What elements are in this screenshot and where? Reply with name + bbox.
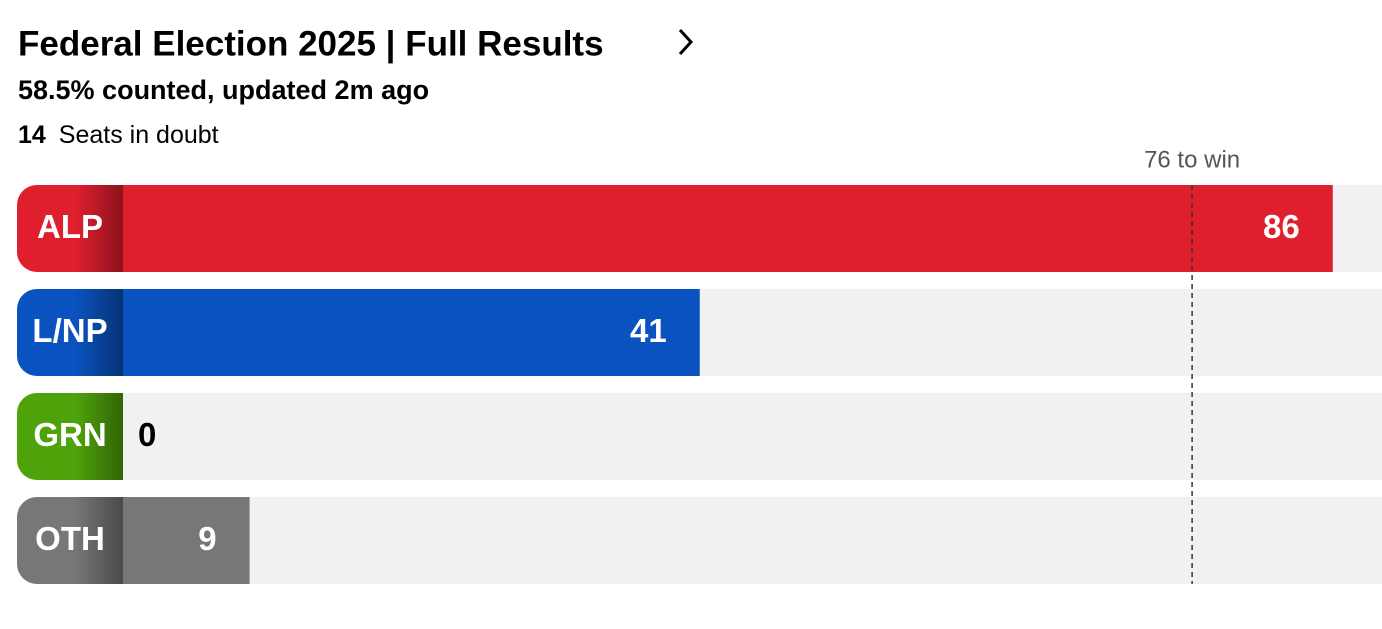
party-badge xyxy=(17,393,123,480)
value-label: 0 xyxy=(138,416,156,453)
party-label: L/NP xyxy=(32,312,107,349)
party-badge xyxy=(17,185,123,272)
chart-title[interactable]: Federal Election 2025 | Full Results xyxy=(18,24,604,63)
chevron-icon[interactable] xyxy=(678,28,694,56)
party-label: GRN xyxy=(33,416,106,453)
seats-in-doubt-label: Seats in doubt xyxy=(59,121,219,149)
party-badge xyxy=(17,289,123,376)
chart-subtitle: 58.5% counted, updated 2m ago xyxy=(18,75,429,105)
threshold-label: 76 to win xyxy=(1144,146,1240,173)
seats-in-doubt-count: 14 xyxy=(18,121,46,149)
bar-track xyxy=(123,497,1382,584)
bar xyxy=(123,497,250,584)
bar xyxy=(123,289,700,376)
party-label: ALP xyxy=(37,208,103,245)
seats-in-doubt: 14 Seats in doubt xyxy=(18,121,219,149)
value-label: 86 xyxy=(1263,208,1300,245)
value-label: 41 xyxy=(630,312,667,349)
title-link[interactable]: Federal Election 2025 | Full Results xyxy=(18,24,694,63)
party-label: OTH xyxy=(35,520,105,557)
bar-track xyxy=(123,393,1382,480)
bar xyxy=(123,185,1333,272)
party-badge xyxy=(17,497,123,584)
value-label: 9 xyxy=(198,520,216,557)
